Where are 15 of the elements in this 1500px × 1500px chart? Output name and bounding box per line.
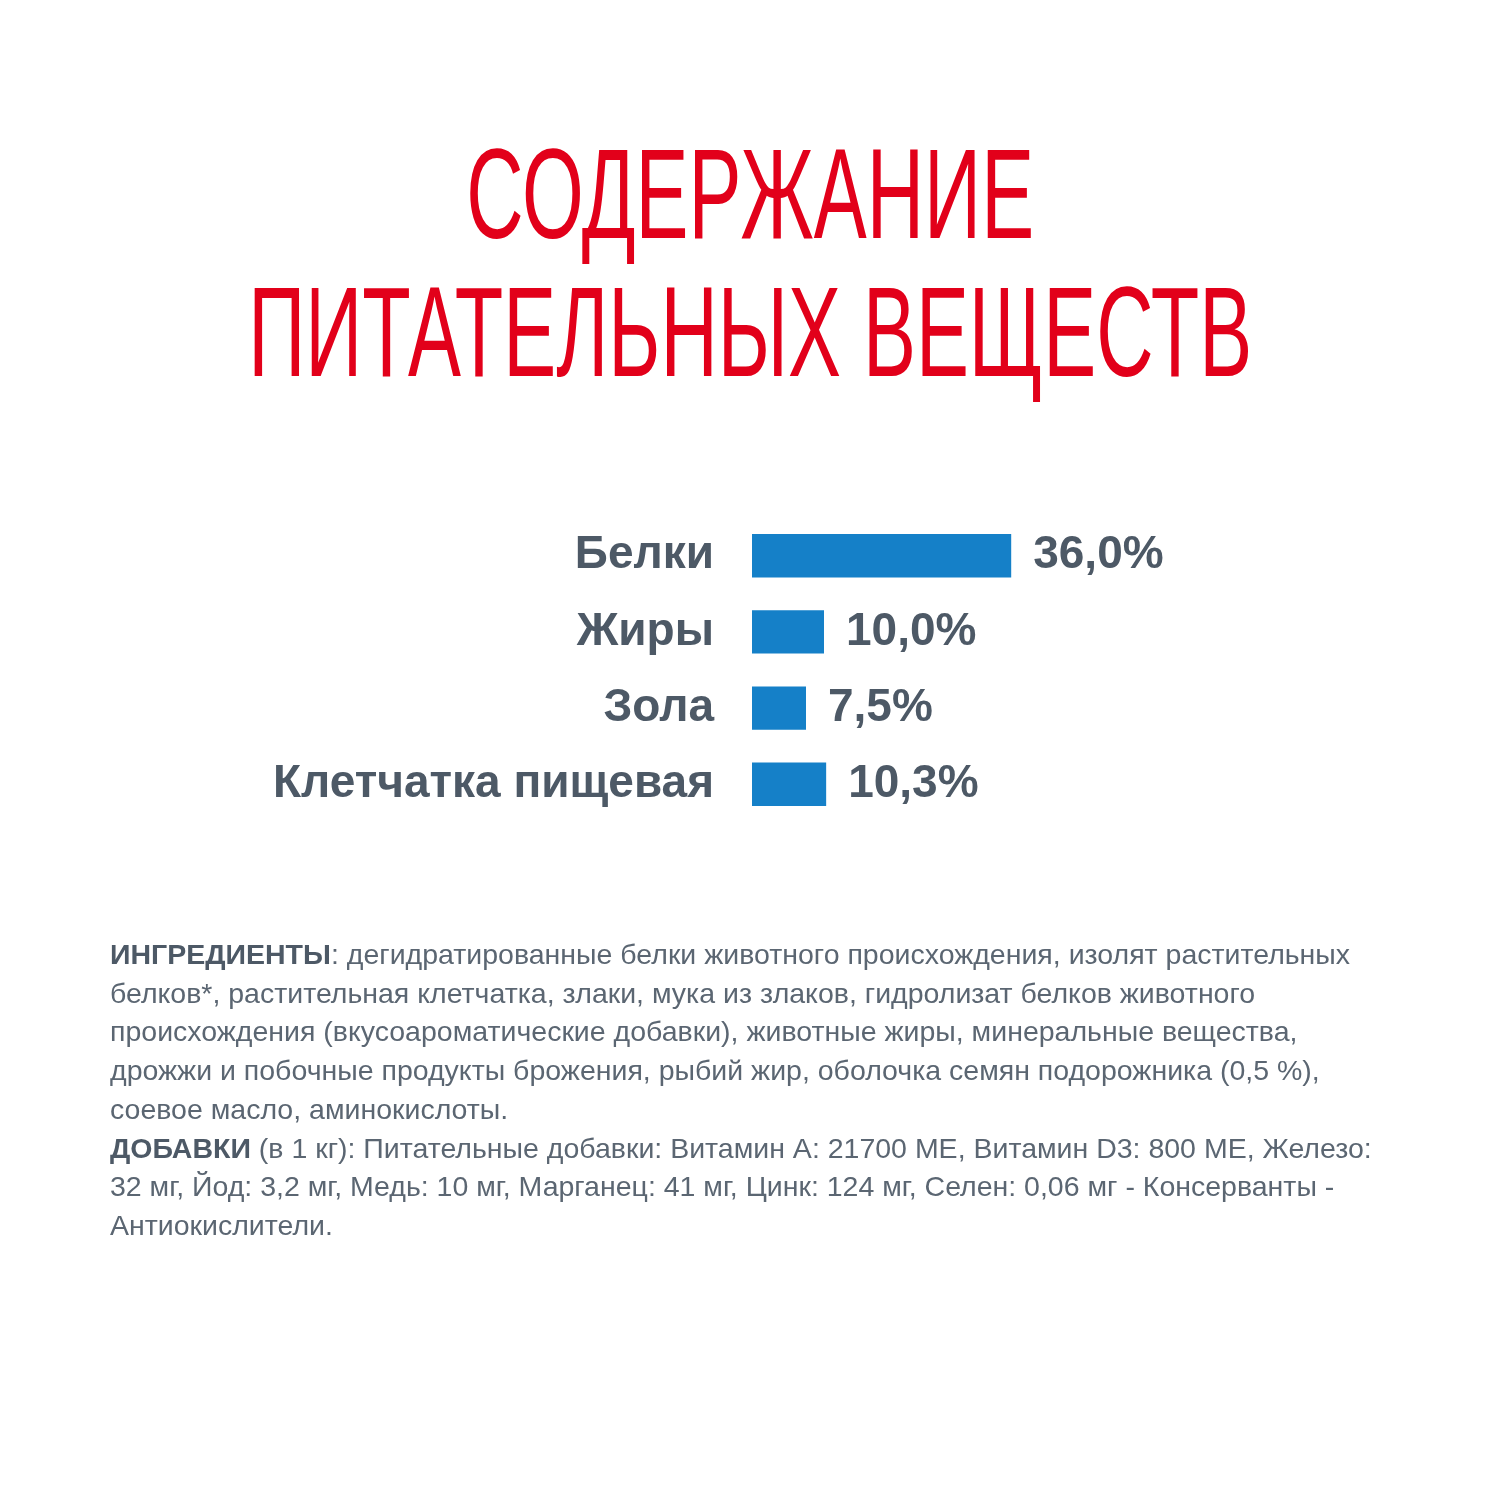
data-label: 7,5% [828, 678, 933, 731]
bar [752, 610, 824, 654]
y-tick-label: Зола [603, 678, 715, 731]
bar [752, 686, 806, 730]
y-tick-label: Белки [574, 526, 714, 579]
y-tick-label: Клетчатка пищевая [273, 754, 714, 807]
data-label: 36,0% [1033, 526, 1164, 579]
data-label: 10,3% [848, 754, 979, 807]
chart-title: СОДЕРЖАНИЕ ПИТАТЕЛЬНЫХ ВЕЩЕСТВ [248, 122, 1253, 403]
text: ДОБАВКИ (в 1 кг): Питательные добавки: Витамин А: 21700 МЕ, Витамин D3: 800 МЕ, Железо: 32 мг, Йод: 3,2 мг, Медь: 10 мг, Марганец: 41 мг, Цинк: 124 мг, Селен: 0,06 мг - Консерванты - Антиокислители. [110, 1130, 1373, 1243]
bar [752, 762, 827, 807]
text: ИНГРЕДИЕНТЫ: дегидратированные белки животного происхождения, изолят растительных белков*, растительная клетчатка, злаки, мука из злаков, гидролизат белков животного происхождения (вкусоароматические добавки), животные жиры, минеральные вещества, дрожжи и побочные продукты брожения, рыбий жир, оболочка семян подорожника (0,5 %), соевое масло, аминокислоты. [110, 937, 1352, 1127]
data-label: 10,0% [846, 602, 977, 655]
y-tick-label: Жиры [575, 602, 714, 655]
bar [752, 533, 1012, 578]
